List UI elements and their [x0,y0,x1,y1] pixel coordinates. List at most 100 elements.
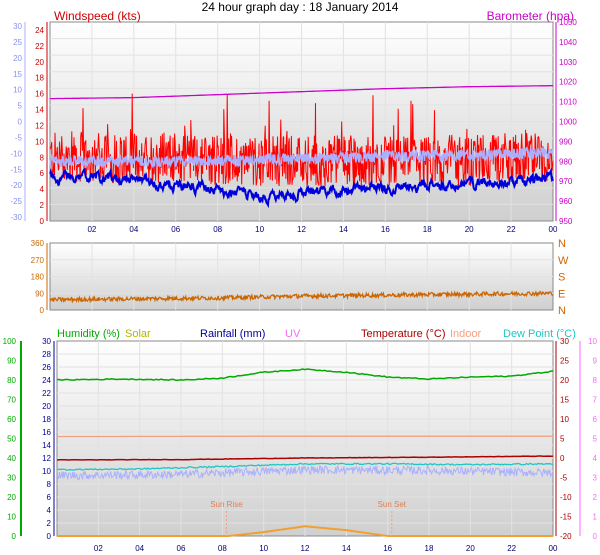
uv-tick-4: 6 [593,415,598,424]
rain-tick-8: 14 [42,441,51,450]
temperature-tick-8: -10 [560,493,572,502]
rain-tick-14: 2 [47,519,52,528]
direction-degree-tick-3: 90 [35,289,44,298]
wind-x-tick-4: 10 [255,225,264,234]
legend-6: Dew Point (°C) [503,328,576,340]
wind-outer-tick-11: -25 [10,197,22,206]
barometer-tick-2: 1030 [559,58,577,67]
wind-x-tick-2: 06 [171,225,180,234]
humidity-tick-2: 80 [7,376,16,385]
temperature-tick-10: -20 [560,532,572,541]
sun-marker-label-0: Sun Rise [210,500,243,509]
humidity-line [56,368,554,382]
temp-x-tick-6: 14 [342,544,351,553]
windspeed-tick-1: 22 [35,42,44,51]
uv-tick-9: 1 [593,513,598,522]
wind-x-tick-5: 12 [297,225,306,234]
wind-x-tick-3: 08 [213,225,222,234]
wind-outer-tick-2: 20 [13,54,22,63]
direction-compass-tick-4: N [558,305,566,317]
humidity-tick-10: 0 [12,532,17,541]
uv-tick-8: 2 [593,493,598,502]
temperature-tick-0: 30 [560,337,569,346]
humidity-tick-8: 20 [7,493,16,502]
dew-point-line [56,462,554,471]
temp-x-tick-0: 02 [94,544,103,553]
windspeed-legend: Windspeed (kts) [54,9,141,23]
windspeed-tick-11: 2 [40,201,45,210]
windspeed-tick-4: 16 [35,90,44,99]
temp-panel-gridlines [57,341,553,536]
wind-outer-tick-4: 10 [13,86,22,95]
humidity-tick-3: 70 [7,396,16,405]
wind-x-tick-11: 00 [549,225,558,234]
wind-x-axis-ticks: 02 04 06 08 10 12 14 16 18 20 22 00 [87,225,558,234]
rain-tick-6: 18 [42,415,51,424]
windspeed-tick-9: 6 [40,169,45,178]
barometer-axis-ticks: 1050 1040 1030 1020 1010 1000 990 980 970 960 950 [559,18,577,226]
temperature-tick-2: 20 [560,376,569,385]
direction-degree-tick-4: 0 [40,306,45,315]
temperature-tick-5: 5 [560,435,565,444]
wind-direction-line [49,290,554,304]
temperature-tick-1: 25 [560,357,569,366]
humidity-tick-6: 40 [7,454,16,463]
humidity-tick-5: 50 [7,435,16,444]
temp-panel-series [56,368,554,537]
windspeed-tick-3: 18 [35,74,44,83]
solar-line [57,525,553,537]
temp-x-tick-1: 04 [135,544,144,553]
windspeed-tick-7: 10 [35,137,44,146]
wind-x-tick-1: 04 [129,225,138,234]
uv-tick-0: 10 [588,337,597,346]
rain-tick-7: 16 [42,428,51,437]
humidity-tick-9: 10 [7,513,16,522]
humidity-tick-1: 90 [7,357,16,366]
temperature-tick-3: 15 [560,396,569,405]
uv-tick-2: 8 [593,376,598,385]
wind-outer-tick-6: 0 [18,118,23,127]
wind-x-tick-7: 16 [381,225,390,234]
direction-degree-ticks: 360 270 180 90 0 [31,239,45,315]
barometer-line [50,85,553,100]
rain-tick-11: 8 [47,480,52,489]
rain-tick-2: 26 [42,363,51,372]
windspeed-tick-10: 4 [40,185,45,194]
wind-x-tick-10: 22 [507,225,516,234]
direction-compass-tick-1: W [558,255,569,267]
wind-outer-tick-12: -30 [10,213,22,222]
temperature-axis-ticks: 30 25 20 15 10 5 0 -5 -10 -15 -20 [560,337,572,541]
wind-outer-tick-5: 5 [18,102,23,111]
rain-tick-5: 20 [42,402,51,411]
temp-x-tick-10: 22 [507,544,516,553]
direction-degree-tick-1: 270 [31,256,45,265]
humidity-tick-4: 60 [7,415,16,424]
windspeed-tick-12: 0 [40,217,45,226]
uv-tick-6: 4 [593,454,598,463]
wind-light-line [49,145,554,169]
uv-tick-3: 7 [593,396,598,405]
windspeed-tick-6: 12 [35,121,44,130]
temperature-tick-6: 0 [560,454,565,463]
barometer-legend: Barometer (hpa) [487,9,574,23]
barometer-tick-6: 990 [559,137,573,146]
barometer-tick-1: 1040 [559,38,577,47]
wind-outer-tick-7: -5 [15,133,23,142]
rain-tick-9: 12 [42,454,51,463]
barometer-tick-0: 1050 [559,18,577,27]
humidity-tick-0: 100 [3,337,17,346]
wind-outer-tick-9: -15 [10,165,22,174]
temp-x-tick-7: 16 [383,544,392,553]
rain-tick-4: 22 [42,389,51,398]
uv-tick-7: 3 [593,474,598,483]
direction-compass-tick-2: S [558,272,565,284]
barometer-tick-9: 960 [559,197,573,206]
rain-tick-3: 24 [42,376,51,385]
wind-x-tick-0: 02 [87,225,96,234]
rain-tick-12: 6 [47,493,52,502]
barometer-tick-10: 950 [559,217,573,226]
wind-x-tick-6: 14 [339,225,348,234]
